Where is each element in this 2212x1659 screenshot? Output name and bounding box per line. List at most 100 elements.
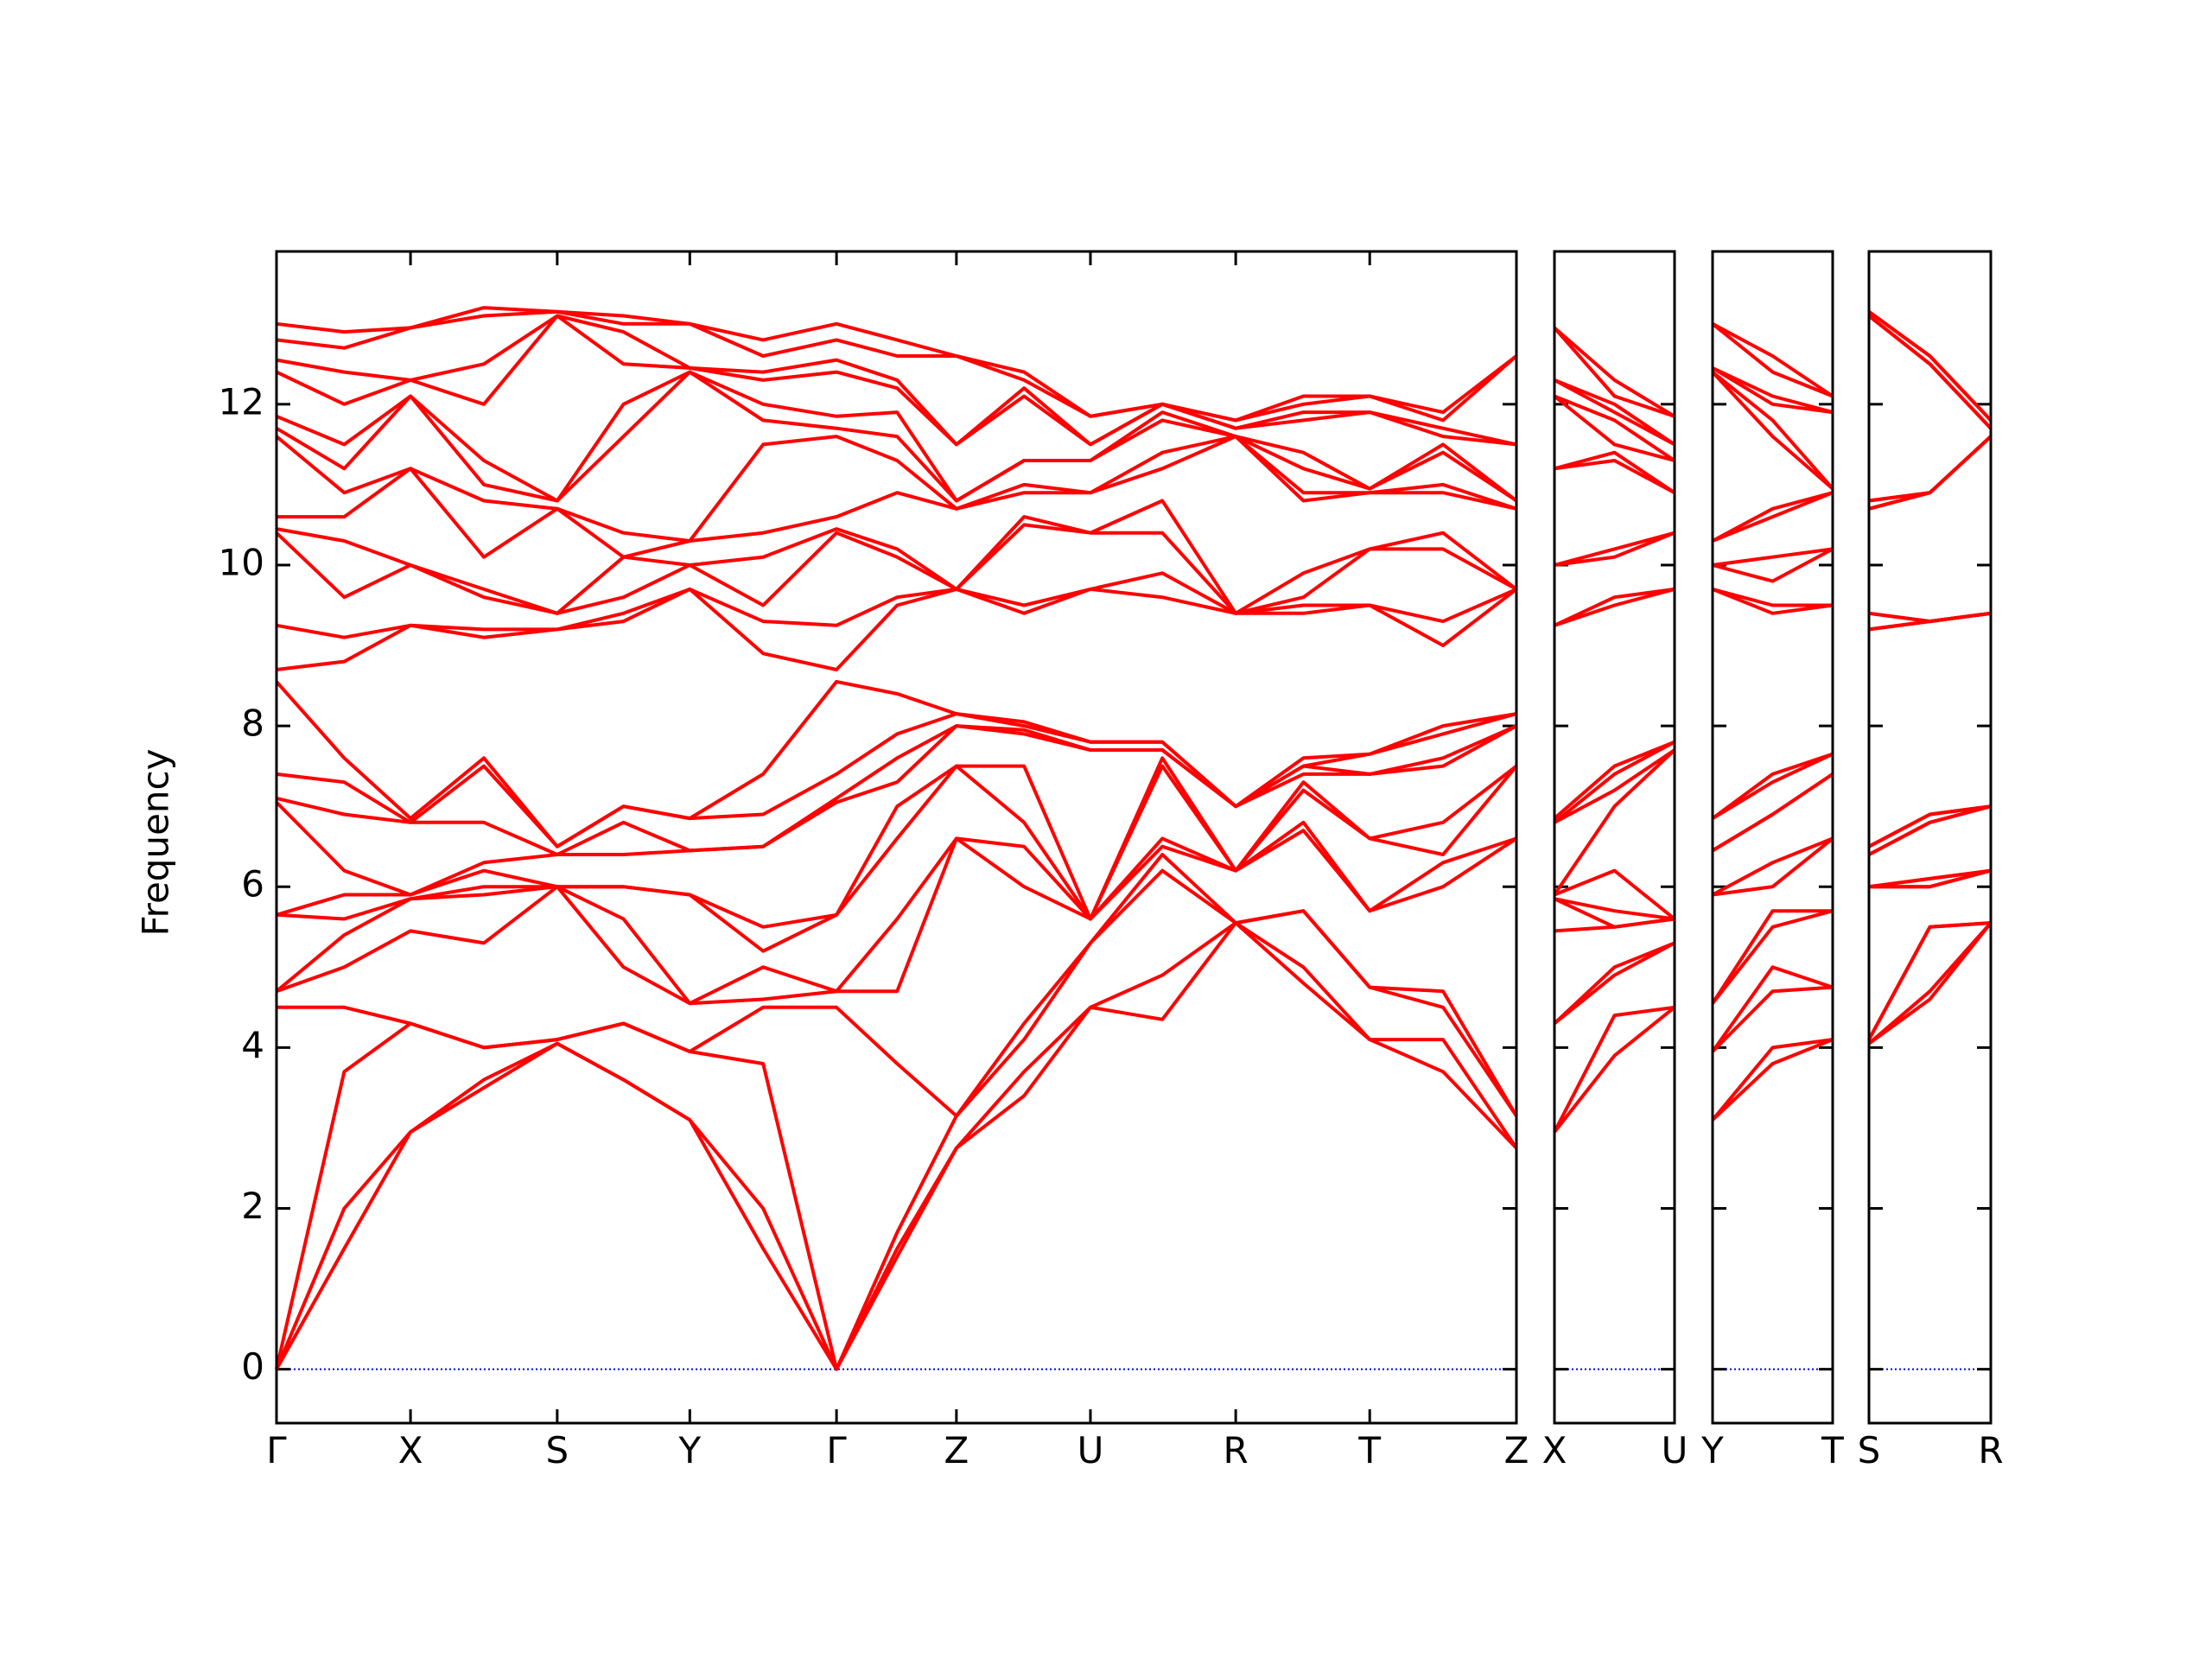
plot-frame <box>1711 250 1834 1425</box>
x-tick-label: X <box>398 1429 423 1471</box>
band-line <box>276 764 1518 953</box>
band-line <box>1711 371 1834 491</box>
band-line <box>1711 772 1834 853</box>
band-line <box>1711 909 1834 1005</box>
x-tick-label: U <box>1077 1429 1104 1471</box>
band-line <box>276 499 1518 615</box>
band-line <box>1553 941 1675 1025</box>
band-line <box>276 306 1518 423</box>
y-tick-label: 10 <box>219 541 264 583</box>
band-line <box>275 370 1518 503</box>
band-line <box>1554 394 1676 462</box>
band-line <box>1712 836 1834 897</box>
band-line <box>1711 752 1834 820</box>
band-line <box>1554 897 1675 921</box>
band-line <box>1553 1005 1675 1134</box>
band-line <box>1711 909 1833 1005</box>
band-line <box>1553 748 1676 896</box>
band-line <box>1868 804 1992 856</box>
band-line <box>1554 897 1675 929</box>
x-tick-label: T <box>1821 1429 1844 1471</box>
band-line <box>276 314 1517 447</box>
band-line <box>276 724 1517 856</box>
band-line <box>276 587 1518 671</box>
band-line <box>1867 314 1993 430</box>
band-line <box>276 571 1517 639</box>
y-tick-label: 4 <box>241 1024 264 1066</box>
band-line <box>1868 868 1992 889</box>
band-line <box>276 370 1518 503</box>
band-line <box>1712 366 1834 415</box>
band-line <box>275 435 1517 543</box>
band-line <box>1868 804 1992 849</box>
band-line <box>276 756 1518 929</box>
plot-frame <box>1553 250 1676 1425</box>
band-line <box>276 309 1518 423</box>
x-tick-label: R <box>1224 1429 1249 1471</box>
band-line <box>1867 921 1993 1046</box>
y-tick-label: 12 <box>219 380 264 423</box>
band-line <box>1712 491 1834 543</box>
band-line <box>1711 322 1834 398</box>
band-line <box>1554 378 1676 447</box>
band-line <box>1711 371 1834 490</box>
band-line <box>275 868 1518 1371</box>
plot-frame <box>1867 250 1993 1425</box>
band-line <box>1553 1006 1676 1134</box>
band-line <box>276 829 1518 1006</box>
x-tick-label: Γ <box>826 1429 847 1471</box>
band-line <box>1867 921 1993 1046</box>
band-line <box>1553 394 1675 462</box>
band-line <box>1712 836 1834 897</box>
band-line <box>1553 740 1675 820</box>
band-line <box>1554 748 1676 824</box>
band-line <box>1554 450 1676 494</box>
band-line <box>1554 587 1675 627</box>
band-line <box>1712 588 1834 615</box>
y-tick-label: 8 <box>241 702 264 745</box>
band-line <box>1554 531 1675 567</box>
x-tick-label: Z <box>944 1429 969 1471</box>
band-line <box>1711 366 1834 415</box>
band-line <box>275 921 1518 1371</box>
band-line <box>276 712 1517 849</box>
band-line <box>1554 868 1676 921</box>
band-line <box>275 679 1517 849</box>
band-line <box>1867 921 1992 1041</box>
x-tick-label: U <box>1662 1429 1688 1471</box>
band-line <box>1712 547 1834 583</box>
band-line <box>1553 327 1675 418</box>
band-line <box>1553 941 1675 1026</box>
x-tick-label: T <box>1357 1429 1381 1471</box>
x-tick-label: Γ <box>266 1429 287 1471</box>
band-line <box>1711 1038 1834 1122</box>
band-line <box>1711 1038 1834 1122</box>
x-tick-label: Z <box>1504 1429 1529 1471</box>
band-line <box>1554 587 1675 627</box>
band-line <box>276 853 1518 1118</box>
x-tick-label: X <box>1542 1429 1567 1471</box>
x-tick-label: Y <box>1700 1429 1724 1471</box>
band-line <box>1712 322 1834 398</box>
y-tick-label: 2 <box>241 1185 264 1227</box>
band-line <box>1711 965 1834 1053</box>
band-line <box>1867 310 1993 422</box>
y-tick-label: 6 <box>241 863 264 906</box>
band-line <box>1554 531 1675 567</box>
x-tick-label: R <box>1978 1429 2003 1471</box>
y-axis-label: Frequency <box>135 749 177 937</box>
band-line <box>1712 547 1834 567</box>
band-line <box>275 921 1518 1371</box>
band-line <box>1868 435 1993 503</box>
y-tick-label: 0 <box>241 1345 264 1388</box>
x-tick-label: S <box>546 1429 569 1471</box>
plot-frame <box>275 250 1518 1425</box>
band-line <box>275 724 1517 897</box>
band-line <box>1711 752 1834 820</box>
band-line <box>1712 491 1834 543</box>
band-line <box>1868 611 1992 624</box>
x-tick-label: S <box>1858 1429 1881 1471</box>
band-line <box>1869 868 1992 889</box>
band-line <box>1553 326 1676 418</box>
